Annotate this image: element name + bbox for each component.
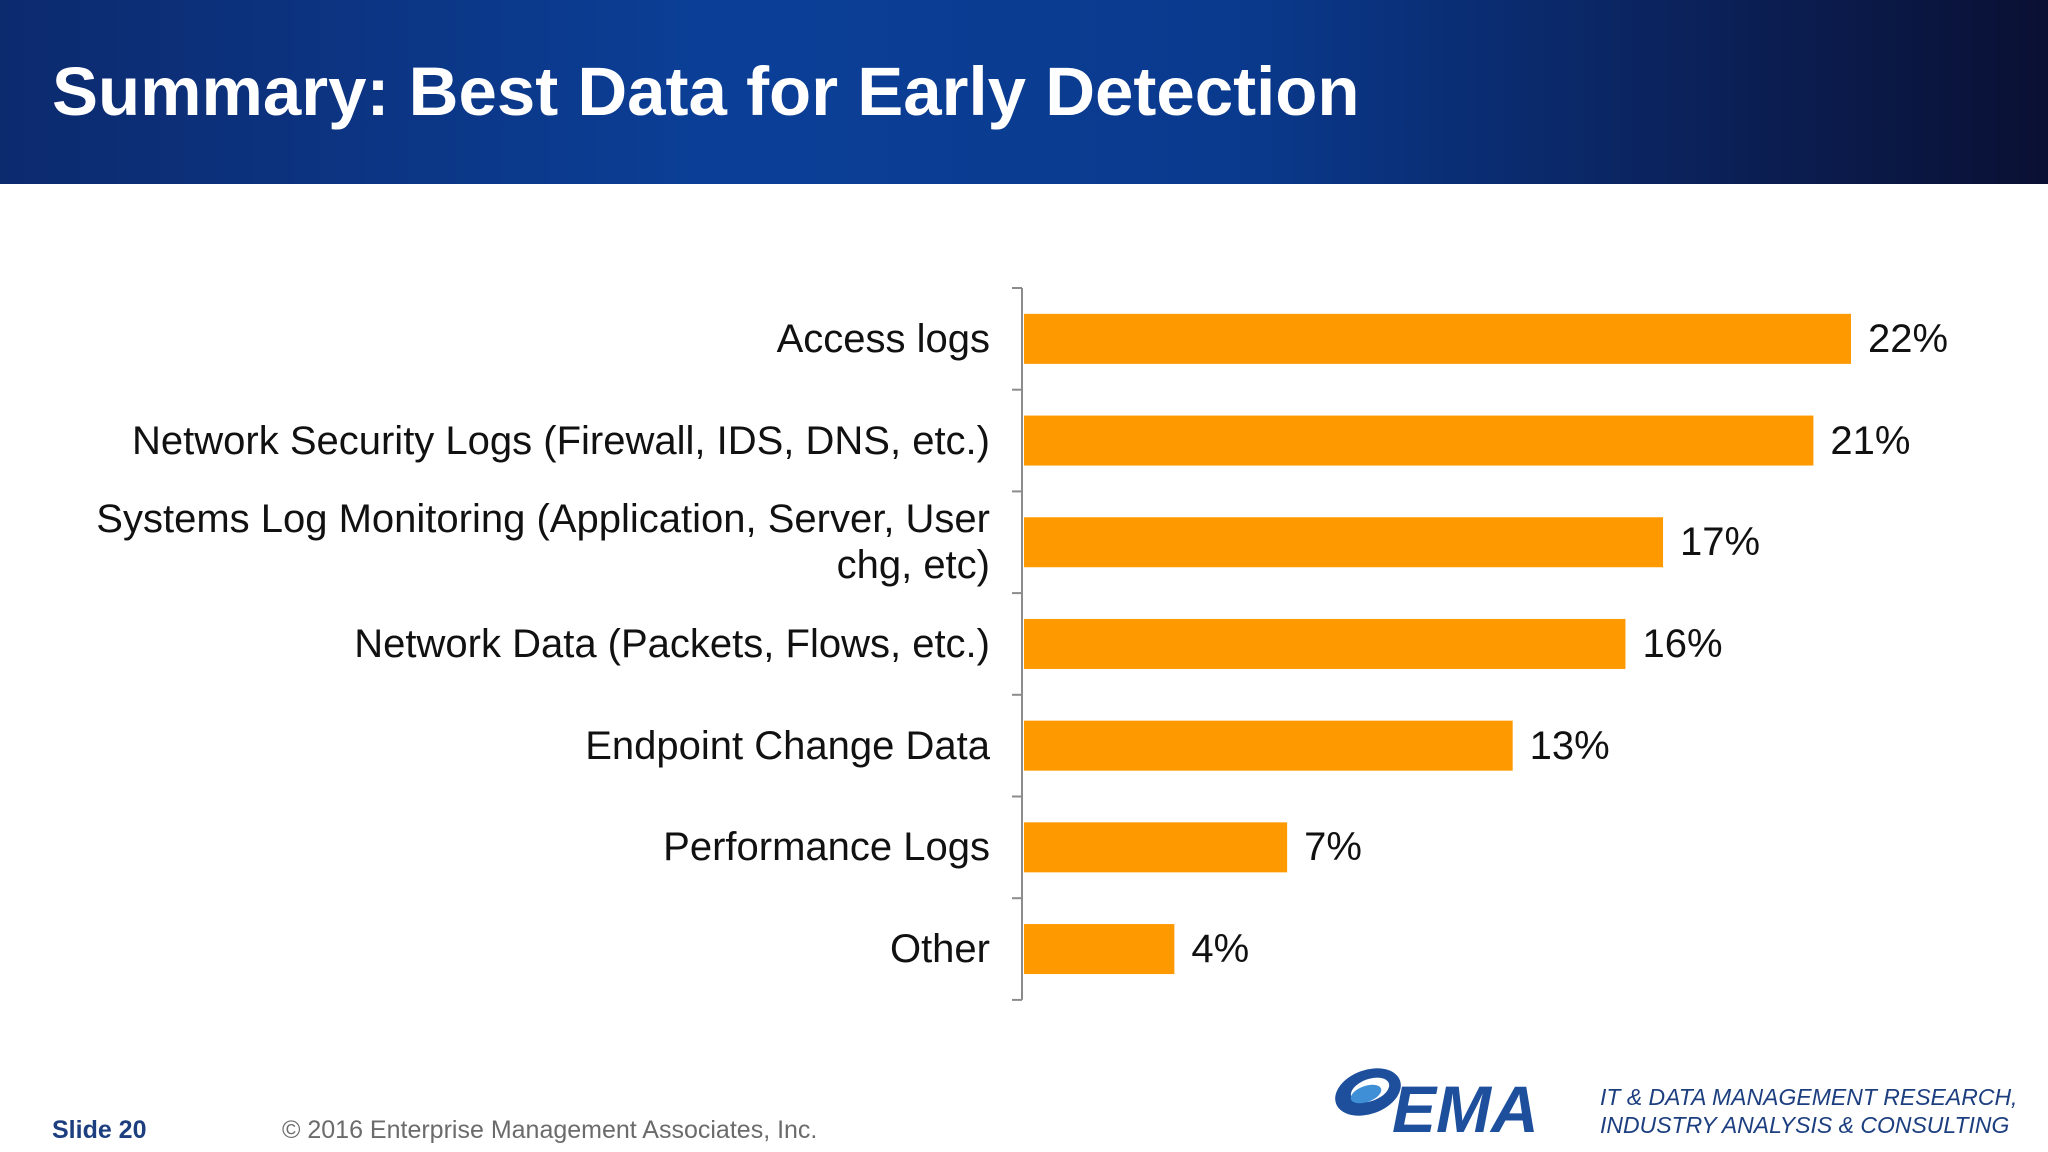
value-label: 4% xyxy=(1191,927,1250,972)
bar xyxy=(1024,822,1288,873)
category-label: Performance Logs xyxy=(663,825,990,870)
category-label: Network Data (Packets, Flows, etc.) xyxy=(354,621,990,666)
bar xyxy=(1024,720,1513,771)
category-label: Other xyxy=(889,927,990,972)
title-banner xyxy=(0,0,2048,184)
value-label: 16% xyxy=(1642,621,1723,666)
ema-logo: EMA xyxy=(1335,1068,1539,1144)
value-label: 7% xyxy=(1304,825,1362,870)
bar xyxy=(1024,415,1814,466)
logo-text: EMA xyxy=(1392,1072,1539,1144)
bar xyxy=(1024,924,1175,975)
bar xyxy=(1024,517,1664,568)
tagline-line-2: INDUSTRY ANALYSIS & CONSULTING xyxy=(1600,1112,2010,1138)
bar xyxy=(1024,313,1851,364)
tagline: IT & DATA MANAGEMENT RESEARCH, INDUSTRY … xyxy=(1600,1083,2017,1139)
category-label: Systems Log Monitoring (Application, Ser… xyxy=(96,497,990,588)
value-label: 13% xyxy=(1529,723,1610,768)
value-label: 17% xyxy=(1680,520,1761,565)
tagline-line-1: IT & DATA MANAGEMENT RESEARCH, xyxy=(1600,1084,2018,1110)
page-title: Summary: Best Data for Early Detection xyxy=(52,53,1360,130)
copyright-text: © 2016 Enterprise Management Associates,… xyxy=(282,1116,818,1144)
category-label: Access logs xyxy=(776,316,990,361)
value-label: 21% xyxy=(1830,418,1911,463)
category-label: Network Security Logs (Firewall, IDS, DN… xyxy=(132,418,990,463)
category-label: Endpoint Change Data xyxy=(585,723,990,768)
bar xyxy=(1024,618,1626,669)
value-label: 22% xyxy=(1868,316,1949,361)
slide-number: Slide 20 xyxy=(52,1116,147,1144)
